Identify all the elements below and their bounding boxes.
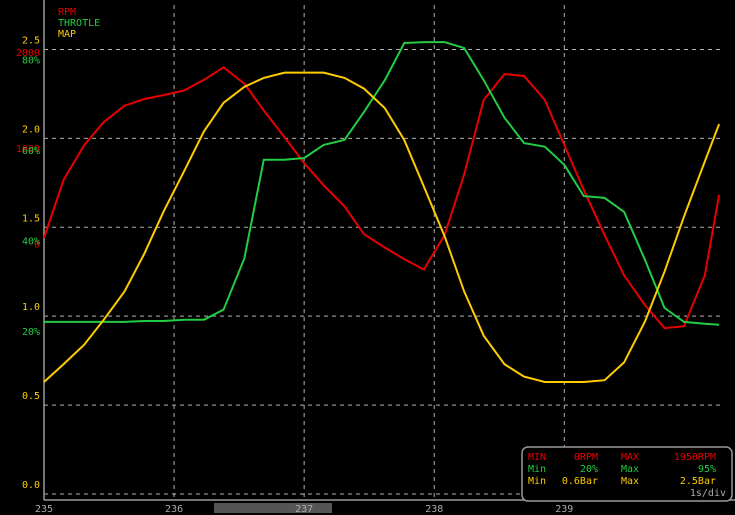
- stat-text: Min: [528, 464, 546, 475]
- y-tick-label: 1.0: [22, 302, 40, 313]
- y-tick-label: 40%: [22, 236, 40, 247]
- x-tick-label: 237: [295, 504, 313, 515]
- series-line: [43, 71, 721, 383]
- x-tick-label: 235: [35, 504, 53, 515]
- x-tick-label: 238: [425, 504, 443, 515]
- legend-entry: RPM: [58, 7, 76, 18]
- y-tick-label: 0: [34, 240, 40, 251]
- y-tick-label: 0.0: [22, 480, 40, 491]
- series-line: [43, 66, 721, 330]
- y-tick-label: 60%: [22, 146, 40, 157]
- x-tick-label: 239: [555, 504, 573, 515]
- stat-text: Min: [528, 476, 546, 487]
- legend-entry: THROTLE: [58, 18, 100, 29]
- stat-text: 20%: [580, 464, 598, 475]
- stat-text: MIN: [528, 452, 546, 463]
- y-tick-label: 2.5: [22, 35, 40, 46]
- stat-text: 2.5Bar: [680, 476, 716, 487]
- scrollbar[interactable]: [214, 503, 332, 513]
- stat-text: 0.6Bar: [562, 476, 598, 487]
- y-tick-label: 1.5: [22, 213, 40, 224]
- scale-label: 1s/div: [690, 488, 726, 499]
- y-tick-label: 20%: [22, 327, 40, 338]
- stat-text: Max: [621, 476, 639, 487]
- legend-entry: MAP: [58, 29, 76, 40]
- y-tick-label: 80%: [22, 55, 40, 66]
- stat-text: Max: [621, 464, 639, 475]
- x-tick-label: 236: [165, 504, 183, 515]
- stat-text: 95%: [698, 464, 716, 475]
- stat-text: 1950RPM: [674, 452, 716, 463]
- y-tick-label: 1000: [16, 144, 40, 155]
- y-tick-label: 2.0: [22, 124, 40, 135]
- series-line: [44, 41, 720, 326]
- y-tick-label: 0.5: [22, 391, 40, 402]
- stat-text: MAX: [621, 452, 639, 463]
- y-tick-label: 2000: [16, 48, 40, 59]
- stats-box: [521, 446, 733, 502]
- stat-text: 0RPM: [574, 452, 598, 463]
